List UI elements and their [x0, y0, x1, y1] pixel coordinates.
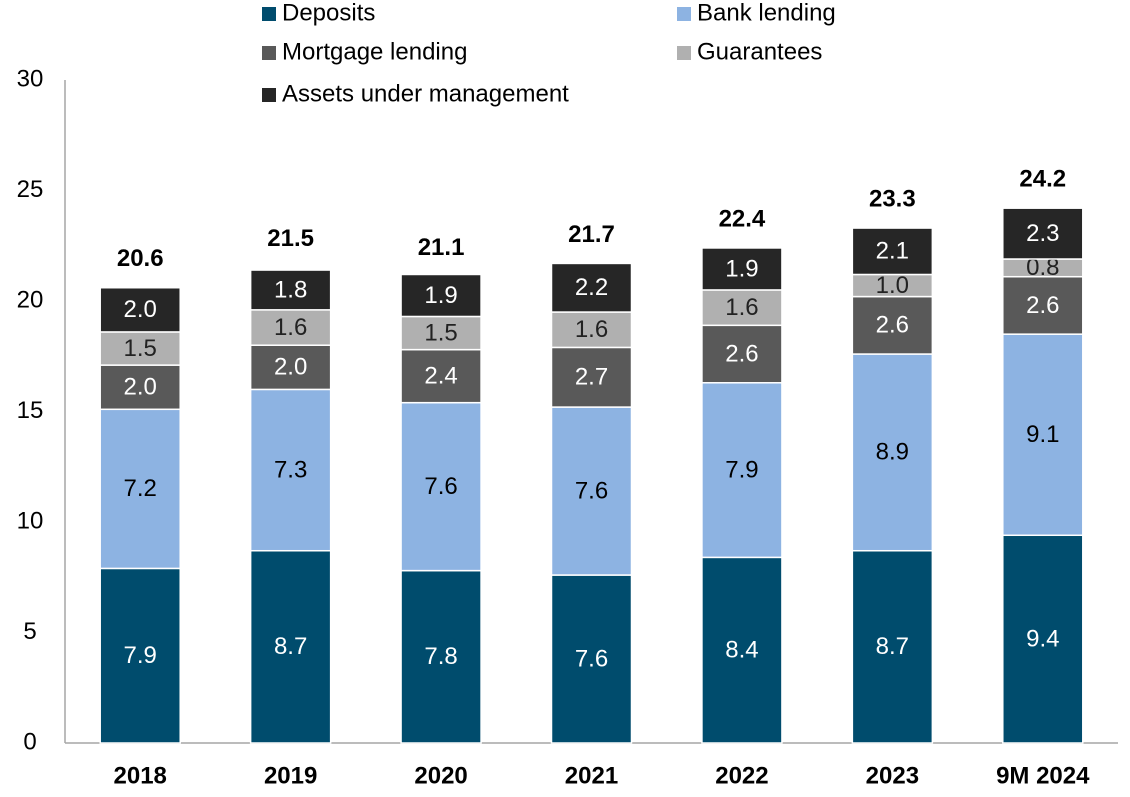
bar-segment: [851, 227, 934, 276]
bar-segment: [550, 406, 633, 576]
bar-segment: [701, 289, 783, 327]
legend-label: Bank lending: [697, 0, 836, 26]
x-tick-label: 2023: [866, 762, 919, 789]
data-label: 2.6: [725, 340, 758, 367]
bar-segment: [400, 315, 482, 351]
data-label: 2.2: [575, 274, 608, 301]
data-label: 2.0: [124, 374, 157, 401]
y-tick-label: 0: [23, 728, 36, 755]
bar-segment: [99, 567, 181, 744]
y-tick-label: 30: [17, 65, 44, 92]
data-label: 7.2: [124, 475, 157, 502]
y-tick-label: 20: [17, 286, 44, 313]
bar-segment: [1002, 534, 1084, 744]
bar-segment: [550, 262, 633, 313]
y-tick-label: 10: [17, 507, 44, 534]
x-tick-label: 2020: [414, 762, 467, 789]
data-label: 1.6: [575, 316, 608, 343]
x-tick-label: 9M 2024: [996, 762, 1090, 789]
legend-swatch: [262, 46, 276, 60]
bar-segment: [701, 247, 783, 291]
y-tick-label: 15: [17, 397, 44, 424]
data-label: 1.9: [725, 255, 758, 282]
bar-segment: [400, 569, 482, 744]
total-label: 20.6: [117, 245, 164, 272]
data-label: 2.4: [424, 362, 457, 389]
data-label: 1.6: [274, 314, 307, 341]
legend-label: Guarantees: [697, 38, 822, 65]
bar-segment: [400, 348, 482, 404]
legend-swatch: [677, 46, 691, 60]
y-tick-label: 25: [17, 176, 44, 203]
data-label: 2.6: [1026, 292, 1059, 319]
bar-segment: [851, 549, 934, 744]
bar-segment: [400, 401, 482, 572]
data-label: 1.9: [424, 282, 457, 309]
data-label: 2.6: [876, 312, 909, 339]
data-label: 2.0: [274, 354, 307, 381]
bar-segment: [249, 388, 332, 552]
data-label: 7.6: [424, 473, 457, 500]
data-label: 8.9: [876, 439, 909, 466]
data-label: 2.1: [876, 238, 909, 265]
bar-segment: [249, 269, 332, 311]
bar-segment: [249, 309, 332, 346]
data-label: 9.4: [1026, 625, 1059, 652]
data-label: 1.6: [725, 294, 758, 321]
bar-segment: [701, 382, 783, 559]
total-label: 21.1: [418, 234, 465, 261]
data-label: 2.0: [124, 296, 157, 323]
data-label: 2.3: [1026, 220, 1059, 247]
x-tick-label: 2022: [715, 762, 768, 789]
data-label: 1.5: [424, 319, 457, 346]
x-tick-label: 2018: [114, 762, 167, 789]
total-label: 21.7: [568, 221, 615, 248]
total-label: 22.4: [719, 205, 766, 232]
bar-segment: [1002, 333, 1084, 537]
bar-segment: [99, 364, 181, 411]
legend-swatch: [677, 7, 691, 21]
data-label: 1.8: [274, 276, 307, 303]
legend-swatch: [262, 7, 276, 21]
data-label: 8.7: [274, 633, 307, 660]
legend-swatch: [262, 88, 276, 102]
bar-segment: [99, 286, 181, 333]
bar-segment: [249, 549, 332, 744]
bar-segment: [1002, 207, 1084, 260]
data-label: 2.7: [575, 364, 608, 391]
total-label: 21.5: [267, 225, 314, 252]
total-label: 23.3: [869, 185, 916, 212]
data-label: 7.9: [725, 456, 758, 483]
data-label: 7.8: [424, 643, 457, 670]
bar-segment: [550, 574, 633, 744]
bar-segment: [851, 353, 934, 552]
bar-segment: [249, 344, 332, 391]
data-label: 1.0: [876, 272, 909, 299]
data-label: 7.6: [575, 477, 608, 504]
y-tick-label: 5: [23, 618, 36, 645]
legend-label: Deposits: [282, 0, 375, 26]
bar-segment: [550, 346, 633, 408]
data-label: 1.5: [124, 335, 157, 362]
bar-segment: [701, 556, 783, 744]
data-label: 8.7: [876, 633, 909, 660]
bar-segment: [701, 324, 783, 384]
data-label: 7.9: [124, 642, 157, 669]
x-tick-label: 2019: [264, 762, 317, 789]
bar-segment: [1002, 275, 1084, 335]
x-tick-label: 2021: [565, 762, 618, 789]
data-label: 7.6: [575, 645, 608, 672]
total-label: 24.2: [1019, 166, 1066, 193]
data-label: 9.1: [1026, 421, 1059, 448]
legend-label: Assets under management: [282, 80, 569, 107]
bar-segment: [851, 295, 934, 355]
bar-segment: [550, 311, 633, 349]
bar-segment: [99, 331, 181, 366]
data-label: 8.4: [725, 637, 758, 664]
data-label: 7.3: [274, 456, 307, 483]
bar-segment: [400, 273, 482, 318]
legend-label: Mortgage lending: [282, 38, 467, 65]
